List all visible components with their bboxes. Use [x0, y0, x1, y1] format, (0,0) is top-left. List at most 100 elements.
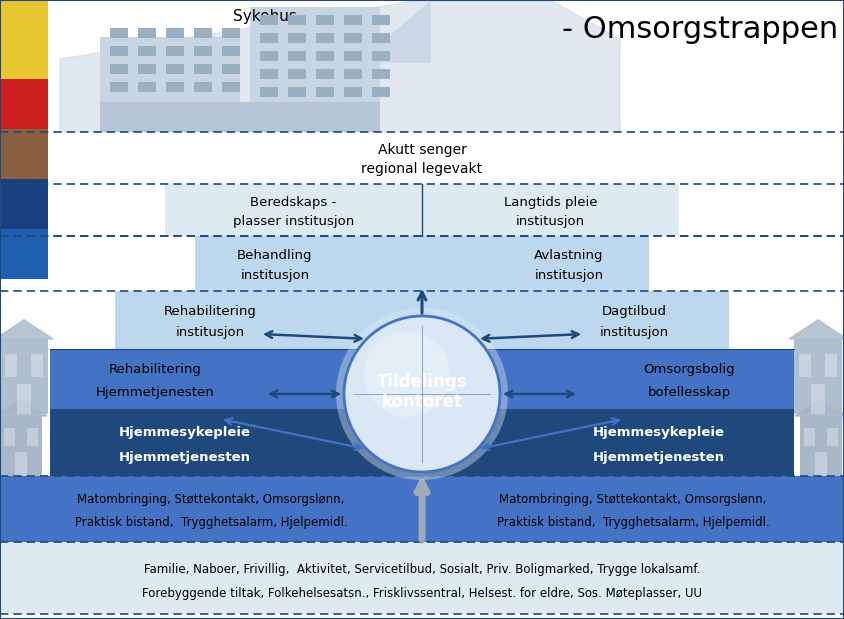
Text: Praktisk bistand,  Trygghetsalarm, Hjelpemidl.: Praktisk bistand, Trygghetsalarm, Hjelpe…: [74, 516, 348, 529]
Text: Langtids pleie: Langtids pleie: [504, 196, 598, 209]
Bar: [344, 51, 362, 61]
Bar: [222, 46, 240, 56]
Bar: [0, 79, 48, 129]
Text: kontoret: kontoret: [381, 393, 463, 411]
Bar: [316, 33, 334, 43]
Bar: [825, 354, 837, 376]
Text: plasser institusjon: plasser institusjon: [233, 215, 354, 228]
Bar: [138, 64, 156, 74]
Bar: [0, 476, 844, 542]
Bar: [138, 46, 156, 56]
Bar: [4, 428, 14, 446]
Text: Familie, Naboer, Frivillig,  Aktivitet, Servicetilbud, Sosialt, Priv. Boligmarke: Familie, Naboer, Frivillig, Aktivitet, S…: [143, 563, 701, 576]
Bar: [260, 69, 278, 79]
Bar: [316, 51, 334, 61]
Text: Hjemmetjenesten: Hjemmetjenesten: [95, 386, 214, 399]
Bar: [194, 64, 212, 74]
Bar: [372, 51, 390, 61]
Bar: [166, 64, 184, 74]
Polygon shape: [60, 0, 620, 132]
Polygon shape: [360, 2, 430, 62]
Text: Sykehus: Sykehus: [233, 9, 297, 24]
Bar: [5, 354, 17, 376]
Bar: [115, 291, 729, 349]
Bar: [288, 51, 306, 61]
Bar: [0, 179, 48, 229]
Text: institusjon: institusjon: [534, 269, 603, 282]
Bar: [288, 87, 306, 97]
Text: Tildelings: Tildelings: [376, 373, 468, 391]
Bar: [194, 82, 212, 92]
Bar: [344, 87, 362, 97]
Bar: [0, 129, 48, 179]
Text: Forebyggende tiltak, Folkehelsesatsn., Frisklivssentral, Helsest. for eldre, Sos: Forebyggende tiltak, Folkehelsesatsn., F…: [142, 587, 702, 600]
Text: institusjon: institusjon: [599, 326, 668, 339]
Bar: [798, 354, 811, 376]
Bar: [110, 46, 128, 56]
Bar: [0, 0, 48, 79]
Bar: [138, 28, 156, 38]
Bar: [344, 33, 362, 43]
Text: Hjemmesykepleie: Hjemmesykepleie: [119, 426, 251, 439]
Polygon shape: [0, 320, 53, 339]
Bar: [372, 15, 390, 25]
Bar: [288, 33, 306, 43]
Bar: [316, 87, 334, 97]
Bar: [166, 82, 184, 92]
Bar: [260, 87, 278, 97]
Bar: [0, 229, 48, 279]
Bar: [372, 87, 390, 97]
Bar: [804, 428, 814, 446]
Bar: [166, 28, 184, 38]
Text: Beredskaps -: Beredskaps -: [251, 196, 337, 209]
Bar: [811, 384, 825, 414]
Bar: [194, 28, 212, 38]
Bar: [194, 46, 212, 56]
Bar: [166, 46, 184, 56]
Text: institusjon: institusjon: [176, 326, 245, 339]
Text: Praktisk bistand,  Trygghetsalarm, Hjelpemidl.: Praktisk bistand, Trygghetsalarm, Hjelpe…: [496, 516, 770, 529]
Bar: [316, 69, 334, 79]
Bar: [0, 339, 48, 414]
Text: Rehabilitering: Rehabilitering: [109, 363, 202, 376]
Bar: [794, 339, 842, 414]
Text: Behandling: Behandling: [237, 249, 313, 262]
Bar: [827, 428, 838, 446]
Text: bofellesskap: bofellesskap: [647, 386, 731, 399]
Bar: [31, 354, 43, 376]
Bar: [372, 33, 390, 43]
Bar: [288, 15, 306, 25]
Bar: [260, 51, 278, 61]
Polygon shape: [795, 399, 844, 416]
Bar: [0, 542, 844, 614]
Circle shape: [336, 308, 508, 480]
Text: Akutt senger: Akutt senger: [377, 143, 467, 157]
Bar: [260, 15, 278, 25]
Bar: [814, 452, 827, 476]
Polygon shape: [789, 320, 844, 339]
Bar: [110, 64, 128, 74]
Bar: [250, 7, 380, 132]
Bar: [344, 15, 362, 25]
Text: Avlastning: Avlastning: [534, 249, 603, 262]
Bar: [222, 82, 240, 92]
Bar: [800, 416, 842, 476]
Polygon shape: [0, 399, 47, 416]
Text: institusjon: institusjon: [516, 215, 585, 228]
Text: institusjon: institusjon: [241, 269, 310, 282]
Bar: [195, 236, 649, 291]
Bar: [0, 416, 42, 476]
Bar: [222, 28, 240, 38]
Text: - Omsorgstrappen: - Omsorgstrappen: [562, 15, 838, 44]
Text: Hjemmetjenesten: Hjemmetjenesten: [593, 451, 725, 464]
Bar: [260, 33, 278, 43]
Bar: [50, 409, 794, 476]
Bar: [288, 69, 306, 79]
Text: Omsorgsbolig: Omsorgsbolig: [643, 363, 735, 376]
Text: Hjemmesykepleie: Hjemmesykepleie: [593, 426, 725, 439]
Circle shape: [364, 331, 450, 417]
Text: Matombringing, Støttekontakt, Omsorgslønn,: Matombringing, Støttekontakt, Omsorgsløn…: [500, 493, 766, 506]
Text: regional legevakt: regional legevakt: [361, 162, 483, 176]
Bar: [165, 184, 679, 236]
Bar: [138, 82, 156, 92]
